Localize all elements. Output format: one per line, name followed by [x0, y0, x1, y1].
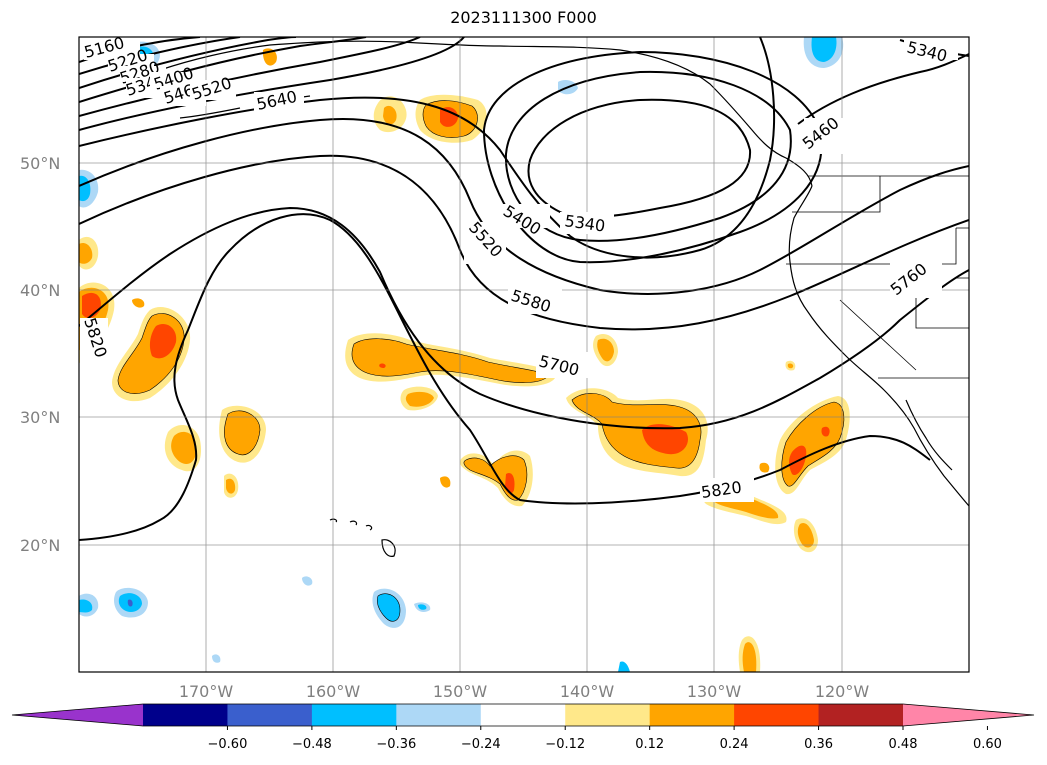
- lat-label: 20°N: [20, 536, 60, 555]
- hawaii: [329, 518, 396, 557]
- colorbar-tick-label: −0.60: [208, 737, 248, 752]
- anomaly-area: [463, 455, 527, 501]
- lon-label: 120°W: [815, 682, 870, 701]
- coastlines: [159, 40, 969, 557]
- map-title: 2023111300 F000: [450, 8, 597, 27]
- anomaly-area: [505, 472, 515, 494]
- longitude-labels: 170°W 160°W 150°W 140°W 130°W 120°W: [179, 682, 870, 701]
- positive-anomaly-areas: [79, 48, 850, 672]
- anomaly-outlines: [117, 100, 845, 622]
- anomaly-area: [226, 478, 236, 494]
- colorbar-segment: [227, 704, 313, 726]
- anomaly-area: [821, 426, 830, 437]
- colorbar-segment: [396, 704, 482, 726]
- negative-anomaly-areas: [79, 37, 844, 672]
- baja-coast: [905, 399, 953, 471]
- anomaly-area: [79, 242, 93, 264]
- colorbar-tick-label: −0.36: [376, 737, 416, 752]
- lon-label: 130°W: [687, 682, 742, 701]
- colorbar-tick-label: 0.12: [635, 737, 664, 752]
- lat-label: 30°N: [20, 408, 60, 427]
- alaska-coast: [159, 40, 813, 187]
- colorbar-outline: [11, 703, 1035, 727]
- lon-label: 140°W: [560, 682, 615, 701]
- lat-label: 40°N: [20, 281, 60, 300]
- colorbar-segment: [12, 704, 143, 726]
- anomaly-area: [127, 599, 133, 607]
- colorbar-segment: [903, 704, 1034, 726]
- anomaly-area: [618, 661, 630, 672]
- anomaly-area: [597, 338, 614, 362]
- anomaly-area: [224, 410, 260, 455]
- colorbar-segment: [818, 704, 904, 726]
- colorbar-segment: [734, 704, 820, 726]
- anomaly-area: [212, 654, 221, 663]
- political-borders: [786, 175, 969, 379]
- anomaly-area: [759, 462, 770, 473]
- colorbar: −0.60 −0.48 −0.36 −0.24 −0.12 0.12 0.24 0.36 0.4…: [11, 703, 1035, 752]
- colorbar-tick-label: 0.60: [973, 737, 1002, 752]
- anomaly-area: [351, 338, 548, 383]
- anomaly-area: [132, 298, 145, 308]
- lon-label: 160°W: [306, 682, 361, 701]
- anomaly-area: [379, 363, 386, 368]
- colorbar-tick-label: 0.48: [889, 737, 918, 752]
- colorbar-segment: [480, 704, 566, 726]
- lat-label: 50°N: [20, 154, 60, 173]
- lon-label: 170°W: [179, 682, 234, 701]
- low-contours: [482, 39, 969, 264]
- colorbar-tick-label: −0.24: [461, 737, 501, 752]
- anomaly-area: [383, 105, 397, 125]
- colorbar-segment: [565, 704, 651, 726]
- anomaly-area: [405, 391, 434, 407]
- contour-labels: 5160 5220 5280 5340 5400 5460 5520 5640 …: [80, 37, 958, 502]
- colorbar-segment: [649, 704, 735, 726]
- anomaly-area: [811, 37, 837, 62]
- colorbar-segment: [311, 704, 397, 726]
- anomaly-area: [440, 476, 451, 488]
- latitude-labels: 20°N 30°N 40°N 50°N: [20, 154, 60, 555]
- anomaly-area: [171, 431, 197, 464]
- anomaly-area: [440, 107, 458, 127]
- bc-coast: [788, 185, 969, 507]
- anomaly-area: [742, 642, 757, 672]
- map-frame: [78, 36, 970, 673]
- anomaly-area: [787, 363, 794, 369]
- colorbar-tick-label: 0.24: [720, 737, 749, 752]
- colorbar-segment: [143, 704, 228, 726]
- lon-label: 150°W: [433, 682, 488, 701]
- anomaly-area: [797, 522, 814, 548]
- anomaly-area: [79, 599, 93, 613]
- anomaly-area: [418, 604, 427, 610]
- colorbar-tick-label: −0.48: [292, 737, 332, 752]
- colorbar-tick-label: 0.36: [804, 737, 833, 752]
- anomaly-area: [642, 424, 688, 455]
- anomaly-area: [149, 323, 177, 359]
- anomaly-area: [302, 576, 313, 586]
- colorbar-tick-label: −0.12: [545, 737, 585, 752]
